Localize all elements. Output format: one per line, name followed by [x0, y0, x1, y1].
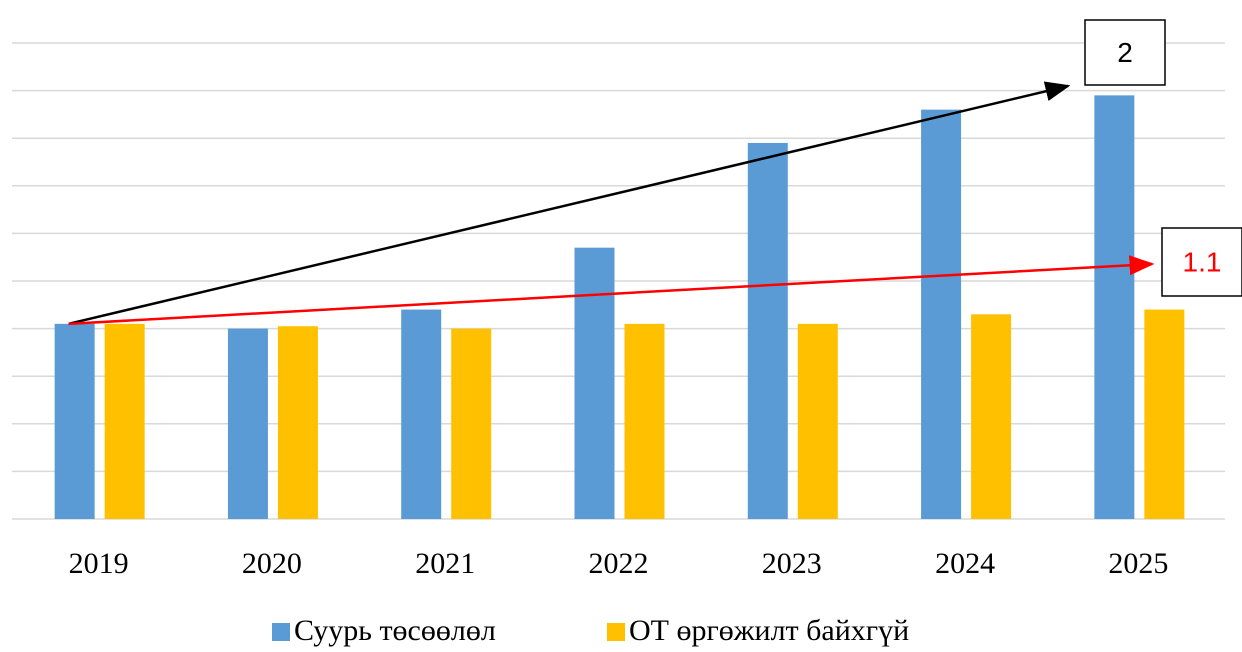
bar — [971, 314, 1012, 519]
bar — [1094, 95, 1135, 520]
trend-arrow — [68, 81, 1071, 326]
bar — [797, 323, 838, 519]
trend-arrow — [68, 255, 1155, 326]
x-tick-label: 2021 — [415, 547, 475, 580]
annotation-box — [1161, 227, 1242, 297]
annotation-label: 2 — [1117, 37, 1133, 68]
bar — [624, 323, 665, 519]
legend-label: Суурь төсөөлөл — [294, 614, 496, 647]
legend-swatch — [607, 623, 625, 641]
bar — [1144, 309, 1185, 519]
legend-label: ОТ өргөжилт байхгүй — [629, 614, 909, 647]
bar — [921, 109, 962, 519]
annotation-label: 1.1 — [1183, 246, 1222, 277]
bar — [227, 328, 268, 519]
bar — [747, 142, 788, 519]
legend-swatch — [272, 623, 290, 641]
x-tick-label: 2022 — [589, 547, 649, 580]
bar — [451, 328, 492, 519]
bar — [104, 323, 145, 519]
bar — [574, 247, 615, 519]
bar — [54, 323, 95, 519]
x-tick-label: 2025 — [1108, 547, 1168, 580]
x-tick-label: 2024 — [935, 547, 995, 580]
annotation-box — [1084, 19, 1166, 86]
x-tick-label: 2020 — [242, 547, 302, 580]
x-tick-label: 2019 — [69, 547, 129, 580]
x-tick-label: 2023 — [762, 547, 822, 580]
bar — [401, 309, 442, 519]
bar — [277, 326, 318, 519]
